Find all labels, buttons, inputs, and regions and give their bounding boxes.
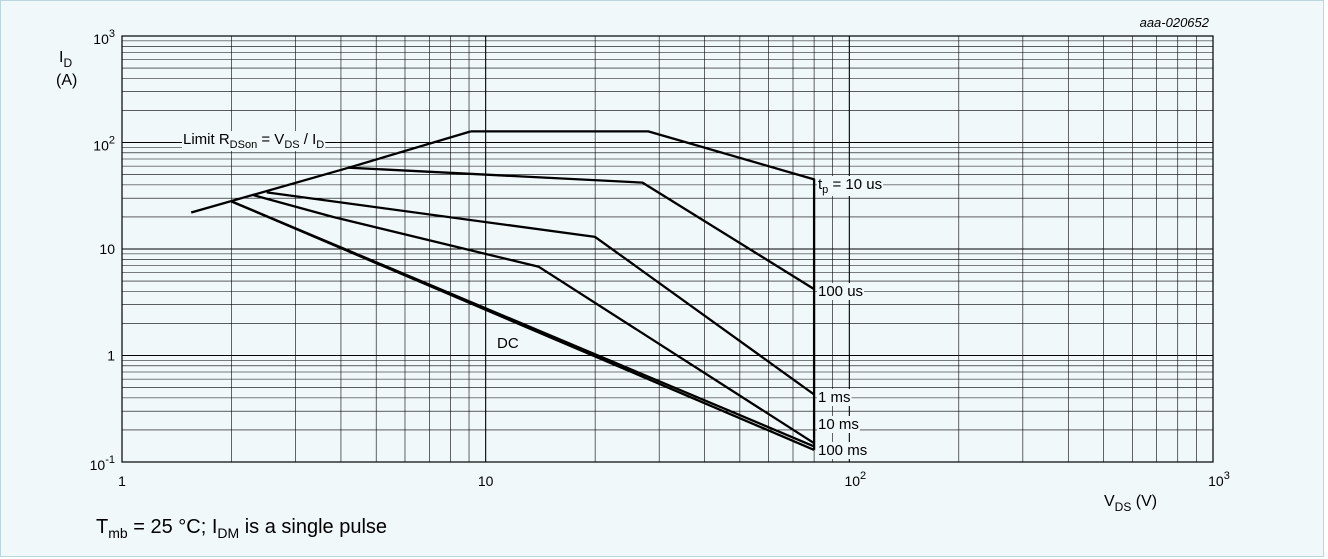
series-label: 1 ms	[818, 389, 851, 406]
series-label-bg	[496, 335, 520, 352]
footnote: Tmb = 25 °C; IDM is a single pulse	[96, 516, 387, 541]
x-tick-label: 1	[118, 473, 126, 489]
y-tick-label: 102	[93, 135, 115, 154]
y-tick-label: 1	[107, 348, 115, 364]
y-axis-label-sub: D	[63, 56, 72, 70]
y-tick-label: 10	[99, 241, 115, 257]
y-axis-label: ID	[59, 49, 72, 70]
y-tick-label: 103	[93, 28, 115, 47]
series-line	[266, 191, 815, 396]
figure-id: aaa-020652	[1140, 15, 1210, 30]
series-label: DC	[497, 335, 519, 352]
footnote-end: is a single pulse	[239, 516, 388, 538]
y-axis-unit: (A)	[56, 72, 77, 89]
x-axis-label-unit: (V)	[1131, 493, 1157, 510]
soa-chart: Limit RDSon = VDS / ID tp = 10 us 100 us 1 …	[56, 15, 1230, 511]
series-layer	[190, 130, 816, 451]
grid	[122, 36, 1213, 462]
series-line	[253, 194, 815, 445]
footnote-i-sub: DM	[217, 525, 240, 541]
plot-frame	[121, 35, 1214, 463]
y-axis-label-main: I	[59, 49, 63, 66]
series-label: 100 us	[818, 283, 863, 300]
series-label-bg	[817, 416, 860, 433]
x-axis-label-sub: DS	[1115, 500, 1132, 511]
series-label: 100 ms	[818, 442, 867, 459]
footnote-t: T	[96, 516, 109, 538]
series-label: tp = 10 us	[818, 176, 882, 196]
x-tick-label: 103	[1208, 470, 1230, 489]
series-label: Limit RDSon = VDS / ID	[183, 131, 324, 151]
footnote-mid: = 25 °C; I	[127, 516, 218, 538]
x-axis-label-main: V	[1104, 493, 1115, 510]
series-label-bg	[817, 442, 869, 459]
series-labels: Limit RDSon = VDS / ID tp = 10 us 100 us 1 …	[182, 131, 884, 459]
series-line	[348, 166, 815, 291]
x-tick-label: 10	[478, 473, 494, 489]
series-line	[470, 130, 816, 450]
footnote-t-sub: mb	[108, 525, 128, 541]
x-tick-label: 102	[844, 470, 866, 489]
series-label-bg	[817, 283, 865, 300]
series-label-bg	[817, 389, 852, 406]
y-tick-label: 10-1	[90, 454, 115, 473]
series-label-bg	[182, 131, 326, 151]
x-axis-label: VDS (V)	[1104, 493, 1157, 511]
series-label: 10 ms	[818, 416, 859, 433]
series-label-bg	[817, 176, 884, 196]
series-line	[231, 200, 815, 448]
